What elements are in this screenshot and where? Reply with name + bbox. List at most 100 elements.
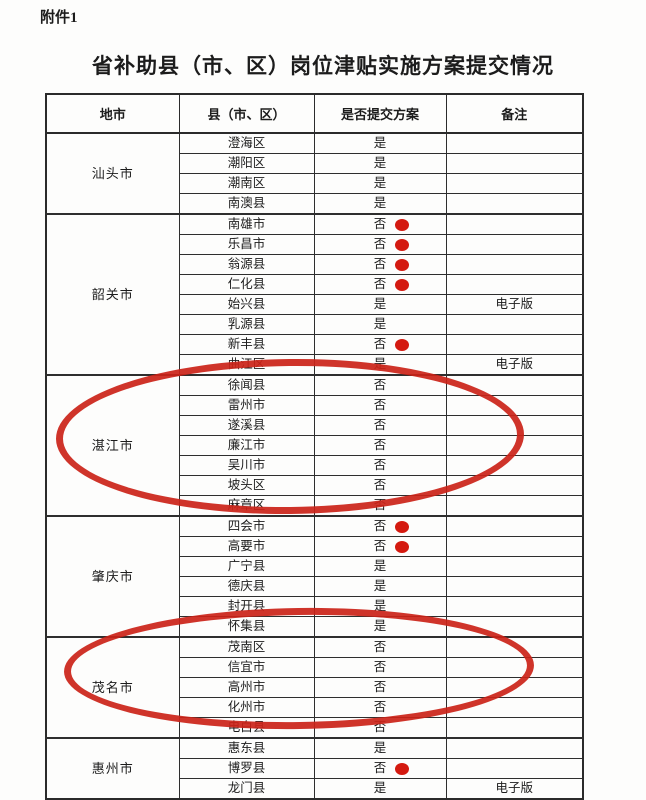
city-cell: 韶关市 <box>45 213 180 376</box>
submitted-value: 否 <box>373 478 387 492</box>
county-cell: 乐昌市 <box>178 234 315 255</box>
remark-cell <box>445 274 584 295</box>
page-title: 省补助县（市、区）岗位津贴实施方案提交情况 <box>92 54 554 78</box>
submitted-value: 否 <box>373 498 387 512</box>
county-cell: 博罗县 <box>178 758 315 779</box>
column-header-city: 地市 <box>45 93 180 134</box>
submitted-cell: 是 <box>313 153 447 174</box>
table-row: 汕头市 澄海区是 <box>45 132 584 215</box>
city-cell: 湛江市 <box>45 374 180 517</box>
submitted-value: 否 <box>373 700 387 714</box>
submitted-value: 否 <box>373 680 387 694</box>
submitted-value: 否 <box>373 660 387 674</box>
submitted-value: 是 <box>373 317 387 331</box>
county-cell: 高要市 <box>178 536 315 557</box>
remark-cell <box>445 234 584 255</box>
county-cell: 雷州市 <box>178 395 315 416</box>
remark-cell <box>445 374 584 396</box>
table-row: 龙门县 是 电子版 <box>46 778 584 800</box>
county-cell: 潮南区 <box>178 173 315 194</box>
remark-cell <box>445 717 584 739</box>
county-cell: 广宁县 <box>178 556 315 577</box>
submitted-cell: 是 <box>313 294 447 315</box>
submitted-value: 是 <box>373 559 387 573</box>
submitted-value: 否 <box>373 539 387 553</box>
remark-cell <box>445 254 584 275</box>
remark-cell <box>445 475 584 496</box>
submitted-value: 是 <box>373 579 387 593</box>
submitted-value: 否 <box>373 438 387 452</box>
county-cell: 南澳县 <box>178 193 315 215</box>
county-cell: 新丰县 <box>178 334 315 355</box>
remark-cell <box>445 173 584 194</box>
remark-cell <box>445 455 584 476</box>
submitted-cell: 否 <box>313 717 447 739</box>
submitted-cell: 是 <box>313 556 447 577</box>
submitted-value: 否 <box>373 257 387 271</box>
submitted-value: 否 <box>373 761 387 775</box>
submitted-cell: 否 <box>313 758 447 779</box>
county-cell: 电白县 <box>178 717 315 739</box>
submitted-value: 是 <box>373 196 387 210</box>
submitted-value: 是 <box>373 156 387 170</box>
submitted-value: 是 <box>373 619 387 633</box>
table-row: 惠州市 惠东县是 <box>45 737 584 800</box>
submitted-cell: 是 <box>313 314 447 335</box>
red-dot-marker <box>395 338 409 351</box>
submitted-value: 是 <box>373 136 387 150</box>
remark-cell <box>445 334 584 355</box>
county-cell: 德庆县 <box>178 576 315 597</box>
submitted-cell: 否 <box>313 435 447 456</box>
table-body: 汕头市 澄海区是潮阳区是潮南区是南澳县是韶关市 南雄市否乐昌市否翁源县否仁化县否始兴… <box>45 132 584 800</box>
submitted-cell: 是 <box>313 193 447 215</box>
table-row: 茂名市 茂南区否 <box>45 636 584 739</box>
county-cell: 怀集县 <box>178 616 315 638</box>
submitted-cell: 否 <box>313 657 447 678</box>
red-dot-marker <box>395 258 409 271</box>
submitted-value: 否 <box>373 458 387 472</box>
city-cell: 汕头市 <box>45 132 180 215</box>
county-cell: 仁化县 <box>178 274 315 295</box>
red-dot-marker <box>395 520 409 533</box>
red-dot-marker <box>395 238 409 251</box>
remark-cell <box>445 758 584 779</box>
red-dot-marker <box>395 218 409 231</box>
submitted-cell: 是 <box>313 778 447 800</box>
submitted-cell: 否 <box>313 495 447 517</box>
remark-cell <box>445 576 584 597</box>
county-cell: 四会市 <box>178 515 315 537</box>
red-dot-marker <box>395 540 409 553</box>
city-cell: 茂名市 <box>45 636 180 739</box>
submitted-value: 是 <box>373 176 387 190</box>
submitted-cell: 否 <box>313 536 447 557</box>
submitted-cell: 否 <box>313 234 447 255</box>
submission-table: 地市 县（市、区） 是否提交方案 备注 汕头市 澄海区是潮阳区是潮南区是南澳县是韶… <box>45 93 584 800</box>
red-dot-marker <box>395 278 409 291</box>
table-row: 湛江市 徐闻县否 <box>45 374 584 517</box>
county-cell: 高州市 <box>178 677 315 698</box>
remark-cell <box>445 213 584 235</box>
header-row: 地市 县（市、区） 是否提交方案 备注 <box>45 93 584 134</box>
remark-cell <box>445 435 584 456</box>
table-row: 翁源县 否 <box>46 254 584 275</box>
submitted-value: 否 <box>373 519 387 533</box>
remark-cell <box>445 395 584 416</box>
submitted-value: 否 <box>373 378 387 392</box>
county-cell: 廉江市 <box>178 435 315 456</box>
county-cell: 茂南区 <box>178 636 315 658</box>
remark-cell <box>445 314 584 335</box>
remark-cell <box>445 616 584 638</box>
county-cell: 龙门县 <box>178 778 315 800</box>
table-row: 始兴县 是 电子版 <box>46 294 584 315</box>
submitted-cell: 否 <box>313 395 447 416</box>
submitted-cell: 是 <box>313 576 447 597</box>
submitted-value: 否 <box>373 337 387 351</box>
remark-cell <box>445 556 584 577</box>
submitted-value: 否 <box>373 398 387 412</box>
submitted-value: 否 <box>373 720 387 734</box>
county-cell: 乳源县 <box>178 314 315 335</box>
submitted-cell: 否 <box>313 254 447 275</box>
remark-cell <box>445 536 584 557</box>
column-header-county: 县（市、区） <box>178 93 315 134</box>
submitted-cell: 否 <box>313 455 447 476</box>
